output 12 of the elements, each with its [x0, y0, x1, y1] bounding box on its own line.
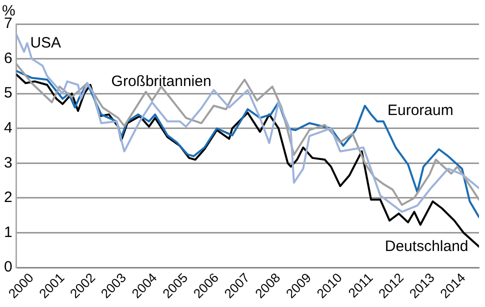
y-tick-label: 0: [4, 258, 12, 276]
y-tick-label: 6: [4, 50, 12, 67]
y-tick-label: 5: [4, 84, 12, 102]
y-tick-label: 7: [4, 15, 12, 32]
y-tick-label: 4: [4, 120, 12, 137]
y-tick-label: 2: [4, 189, 12, 206]
y-tick-label: 3: [4, 154, 12, 172]
series-label: Großbritannien: [111, 72, 212, 90]
series-label: Euroraum: [387, 102, 454, 120]
y-tick-label: 1: [4, 224, 12, 241]
series-label: USA: [30, 34, 62, 52]
series-label: Deutschland: [384, 238, 468, 255]
